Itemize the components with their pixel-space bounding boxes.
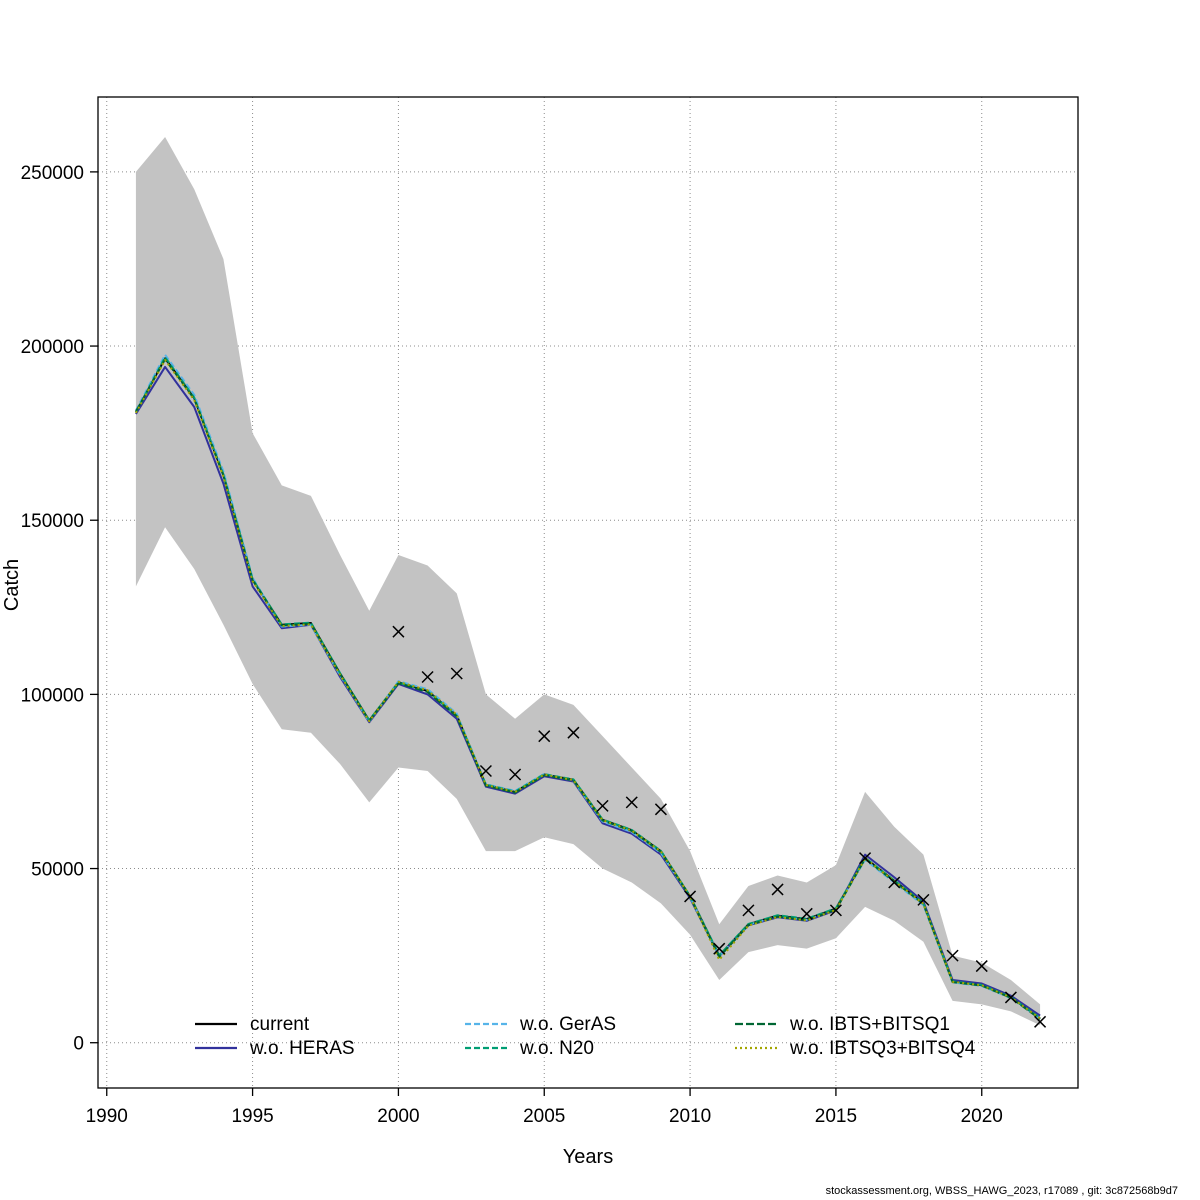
x-axis-tick-label: 2000 bbox=[377, 1106, 419, 1127]
y-axis-tick-label: 100000 bbox=[21, 685, 84, 706]
x-axis-tick-label: 2005 bbox=[523, 1106, 565, 1127]
x-axis-tick-label: 2020 bbox=[961, 1106, 1003, 1127]
plot-border bbox=[97, 96, 1079, 1089]
confidence-band bbox=[135, 137, 1041, 1026]
observed-x-marker bbox=[917, 893, 930, 906]
y-axis-tick-label: 50000 bbox=[31, 860, 84, 881]
observed-x-marker bbox=[888, 876, 901, 889]
observed-x-marker bbox=[392, 625, 405, 638]
observed-x-marker bbox=[742, 904, 755, 917]
observed-x-marker bbox=[450, 667, 463, 680]
observed-x-marker bbox=[596, 799, 609, 812]
observed-x-marker bbox=[713, 942, 726, 955]
legend-label-current: current bbox=[250, 1014, 310, 1035]
observed-x-marker bbox=[479, 764, 492, 778]
observed-x-marker bbox=[829, 904, 842, 917]
legend-label-w-o-n20: w.o. N20 bbox=[519, 1038, 594, 1059]
observed-x-marker bbox=[1034, 1015, 1047, 1028]
x-axis-tick-label: 2015 bbox=[815, 1106, 857, 1127]
observed-x-marker bbox=[859, 852, 872, 865]
observed-x-marker bbox=[625, 796, 638, 809]
legend-label-w-o-ibtsq3-bitsq4: w.o. IBTSQ3+BITSQ4 bbox=[789, 1038, 976, 1059]
y-axis-tick-label: 150000 bbox=[21, 511, 84, 532]
x-axis-label: Years bbox=[563, 1146, 613, 1168]
observed-x-marker bbox=[654, 803, 667, 816]
observed-x-marker bbox=[421, 670, 434, 684]
observed-x-marker bbox=[946, 949, 959, 962]
legend-label-w-o-ibts-bitsq1: w.o. IBTS+BITSQ1 bbox=[789, 1014, 950, 1035]
x-axis-tick-label: 1995 bbox=[231, 1106, 273, 1127]
observed-x-marker bbox=[1004, 991, 1017, 1004]
observed-x-marker bbox=[771, 883, 784, 896]
series-line-w-o-ibts-bitsq1 bbox=[135, 358, 1041, 1020]
observed-x-marker bbox=[975, 960, 988, 973]
y-axis-tick-label: 250000 bbox=[21, 163, 84, 184]
x-axis-tick-label: 2010 bbox=[669, 1106, 711, 1127]
chart-generated-layers: 1990 1995 2000 2005 2010 2015 2020 0 50000 100000… bbox=[21, 96, 1079, 1127]
y-axis-tick-label: 200000 bbox=[21, 337, 84, 358]
observed-x-marker bbox=[509, 768, 522, 781]
y-axis-tick-label: 0 bbox=[73, 1034, 84, 1055]
observed-x-marker bbox=[567, 726, 580, 739]
observed-x-marker bbox=[538, 730, 551, 743]
footer-provenance-note: stockassessment.org, WBSS_HAWG_2023, r17… bbox=[826, 1185, 1178, 1197]
legend-label-w-o-geras: w.o. GerAS bbox=[519, 1014, 616, 1035]
x-axis-tick-label: 1990 bbox=[86, 1106, 128, 1127]
series-line-w-o-heras bbox=[135, 365, 1041, 1017]
observed-x-marker bbox=[800, 907, 813, 920]
observed-x-marker bbox=[684, 890, 697, 903]
legend-label-w-o-heras: w.o. HERAS bbox=[249, 1038, 355, 1059]
y-axis-label: Catch bbox=[1, 559, 23, 611]
